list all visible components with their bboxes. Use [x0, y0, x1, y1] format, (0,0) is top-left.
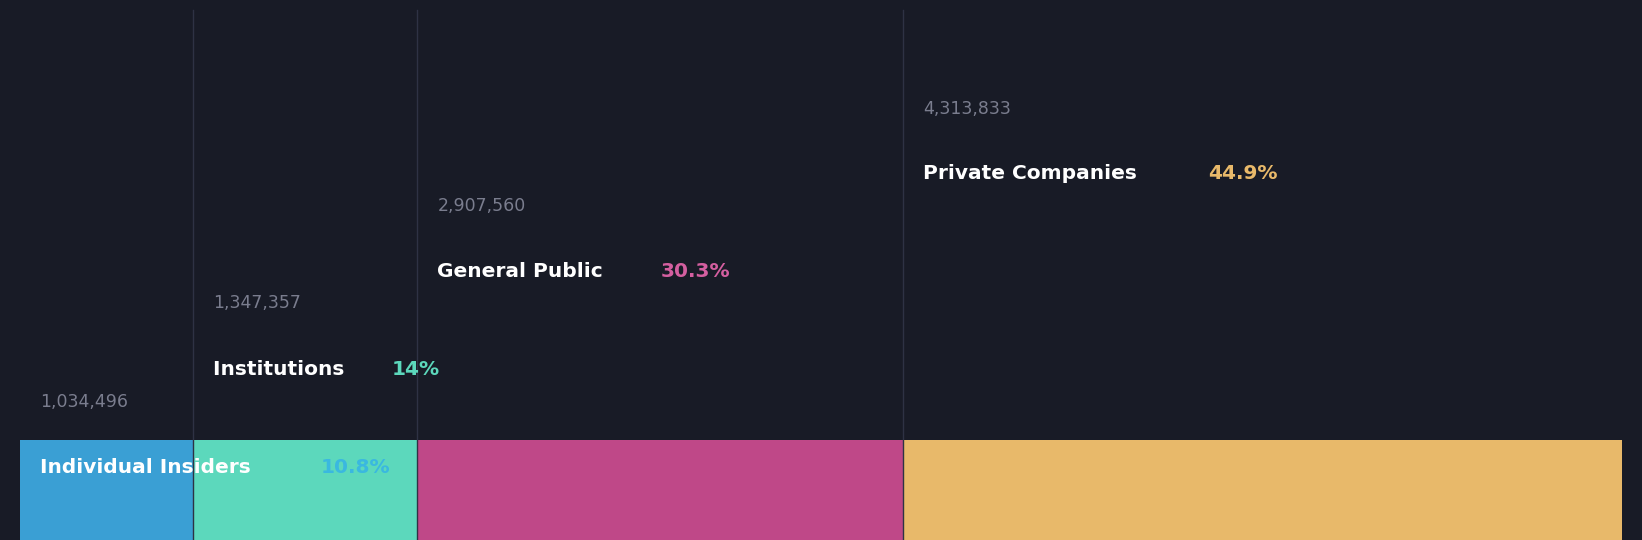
Text: 10.8%: 10.8% [320, 457, 391, 477]
Text: Individual Insiders: Individual Insiders [39, 457, 258, 477]
Bar [20, 440, 194, 540]
Text: Private Companies: Private Companies [923, 164, 1143, 184]
Text: 4,313,833: 4,313,833 [923, 100, 1010, 118]
Bar [417, 440, 903, 540]
Bar [903, 440, 1622, 540]
Text: 14%: 14% [391, 360, 440, 380]
Text: Institutions: Institutions [213, 360, 351, 380]
Text: General Public: General Public [437, 261, 611, 281]
Text: 1,347,357: 1,347,357 [213, 294, 300, 313]
Text: 30.3%: 30.3% [660, 261, 729, 281]
Text: 2,907,560: 2,907,560 [437, 197, 525, 215]
Bar [194, 440, 417, 540]
Text: 44.9%: 44.9% [1209, 164, 1277, 184]
Text: 1,034,496: 1,034,496 [39, 393, 128, 411]
